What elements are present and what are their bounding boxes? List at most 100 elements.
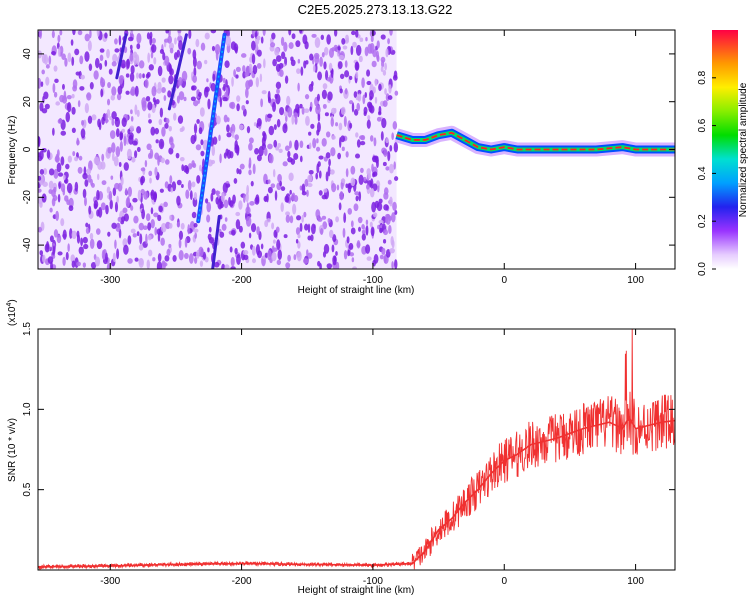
- noise-speckle-dot: [111, 142, 116, 153]
- noise-speckle-dot: [291, 192, 296, 202]
- noise-speckle-dot: [357, 93, 362, 102]
- noise-speckle-dot: [46, 149, 51, 159]
- noise-speckle-dot: [306, 249, 309, 257]
- noise-speckle-dot: [251, 53, 256, 65]
- noise-speckle-dot: [38, 136, 41, 147]
- noise-speckle-dot: [388, 163, 394, 174]
- noise-speckle-dot: [267, 113, 273, 119]
- noise-speckle-dot: [62, 256, 66, 266]
- noise-speckle-dot: [127, 129, 131, 135]
- noise-speckle-dot: [79, 86, 85, 91]
- noise-speckle-dot: [287, 106, 293, 118]
- noise-speckle-dot: [286, 95, 291, 106]
- noise-speckle-dot: [355, 30, 359, 38]
- noise-speckle-dot: [97, 161, 103, 170]
- noise-speckle-dot: [299, 185, 303, 191]
- noise-speckle-dot: [390, 236, 394, 246]
- noise-speckle-dot: [373, 155, 379, 160]
- noise-speckle-dot: [66, 182, 73, 194]
- noise-speckle-dot: [288, 140, 292, 149]
- noise-speckle-dot: [372, 86, 376, 94]
- noise-speckle-dot: [391, 261, 394, 269]
- noise-speckle-dot: [301, 183, 306, 194]
- noise-speckle-dot: [345, 183, 349, 189]
- noise-speckle-dot: [54, 78, 59, 84]
- noise-speckle-dot: [116, 248, 120, 260]
- noise-speckle-dot: [282, 123, 288, 134]
- noise-speckle-dot: [130, 228, 136, 234]
- noise-speckle-dot: [343, 115, 347, 127]
- noise-speckle-dot: [361, 224, 365, 230]
- noise-speckle-dot: [325, 171, 329, 182]
- noise-speckle-dot: [199, 107, 205, 117]
- noise-speckle-dot: [154, 127, 160, 135]
- noise-speckle-dot: [297, 82, 300, 92]
- noise-speckle-dot: [369, 187, 375, 198]
- noise-speckle-dot: [221, 263, 226, 269]
- colorbar-tick-label: 0.4: [697, 166, 708, 180]
- noise-speckle-dot: [287, 156, 293, 163]
- noise-speckle-dot: [280, 202, 284, 213]
- noise-speckle-dot: [372, 171, 378, 177]
- noise-speckle-dot: [345, 168, 349, 178]
- noise-speckle-dot: [111, 222, 117, 229]
- noise-speckle-dot: [81, 119, 85, 126]
- noise-speckle-dot: [88, 63, 93, 71]
- noise-speckle-dot: [71, 56, 75, 66]
- noise-speckle-dot: [58, 172, 64, 177]
- noise-speckle-dot: [248, 157, 252, 168]
- noise-speckle-dot: [74, 156, 79, 162]
- noise-speckle-dot: [114, 239, 117, 250]
- noise-speckle-dot: [146, 143, 152, 151]
- snr-x-tick-label: -200: [232, 576, 252, 587]
- noise-speckle-dot: [74, 181, 79, 192]
- noise-speckle-dot: [319, 262, 322, 269]
- noise-speckle-dot: [160, 157, 165, 164]
- noise-speckle-dot: [275, 146, 280, 151]
- noise-speckle-dot: [392, 201, 397, 212]
- noise-speckle-dot: [259, 73, 263, 83]
- noise-speckle-dot: [231, 229, 236, 236]
- noise-speckle-dot: [169, 214, 172, 221]
- noise-speckle-dot: [96, 173, 100, 181]
- noise-speckle-dot: [181, 70, 188, 82]
- noise-speckle-dot: [140, 175, 146, 184]
- noise-speckle-dot: [223, 83, 226, 92]
- noise-speckle-dot: [256, 226, 260, 236]
- noise-speckle-dot: [174, 37, 177, 45]
- noise-speckle-dot: [168, 243, 172, 248]
- noise-speckle-dot: [134, 54, 137, 66]
- noise-speckle-dot: [261, 90, 267, 95]
- noise-speckle-dot: [380, 131, 384, 141]
- noise-speckle-dot: [289, 189, 292, 195]
- noise-speckle-dot: [340, 178, 346, 184]
- noise-speckle-dot: [357, 89, 362, 96]
- noise-speckle-dot: [385, 48, 389, 58]
- noise-speckle-dot: [59, 30, 63, 36]
- noise-speckle-dot: [71, 230, 77, 240]
- noise-speckle-dot: [378, 198, 383, 204]
- noise-speckle-dot: [246, 184, 250, 195]
- noise-speckle-dot: [380, 66, 384, 73]
- noise-speckle-dot: [151, 37, 156, 44]
- noise-speckle-dot: [111, 61, 117, 67]
- noise-speckle-dot: [268, 125, 275, 136]
- noise-speckle-dot: [355, 44, 362, 56]
- noise-speckle-dot: [355, 153, 361, 159]
- noise-speckle-dot: [234, 247, 238, 255]
- noise-speckle-dot: [303, 258, 309, 264]
- noise-speckle-dot: [65, 111, 70, 123]
- noise-speckle-dot: [230, 256, 235, 267]
- noise-speckle-dot: [230, 266, 236, 269]
- noise-speckle-dot: [107, 231, 111, 237]
- noise-speckle-dot: [230, 41, 237, 51]
- noise-speckle-dot: [67, 243, 70, 252]
- noise-speckle-dot: [89, 232, 94, 240]
- noise-speckle-dot: [152, 97, 156, 103]
- noise-speckle-dot: [194, 232, 197, 239]
- noise-speckle-dot: [307, 252, 313, 259]
- noise-speckle-dot: [305, 115, 310, 126]
- noise-speckle-dot: [142, 73, 145, 79]
- noise-speckle-dot: [303, 108, 310, 114]
- noise-speckle-dot: [367, 114, 371, 121]
